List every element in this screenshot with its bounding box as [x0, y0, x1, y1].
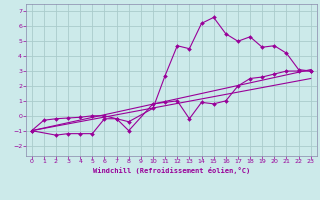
X-axis label: Windchill (Refroidissement éolien,°C): Windchill (Refroidissement éolien,°C) — [92, 167, 250, 174]
